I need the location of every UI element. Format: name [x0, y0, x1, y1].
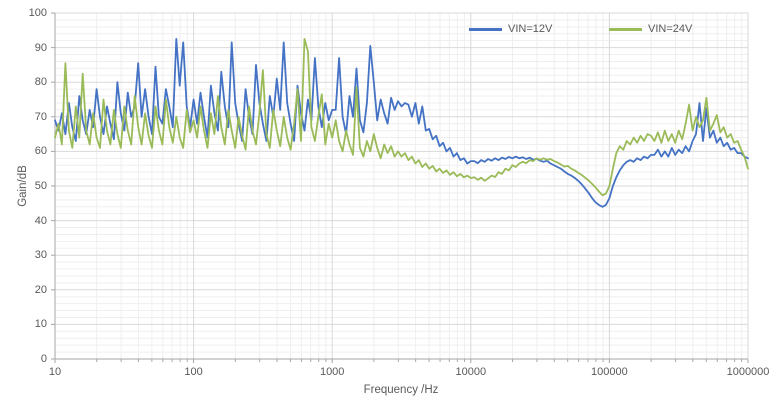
- y-tick-label: 90: [34, 41, 47, 54]
- y-tick-label: 100: [28, 7, 47, 19]
- y-tick-label: 50: [34, 180, 47, 192]
- y-tick-label: 60: [34, 145, 47, 158]
- y-tick-label: 30: [34, 249, 47, 262]
- x-axis-title: Frequency /Hz: [363, 384, 439, 396]
- y-tick-label: 20: [34, 283, 47, 296]
- y-tick-label: 70: [34, 110, 47, 123]
- series-line-vin-12v: [54, 38, 749, 208]
- y-tick-label: 0: [40, 353, 47, 365]
- x-tick-label: 100: [184, 366, 203, 378]
- x-tick-label: 10000: [455, 366, 487, 378]
- y-tick-label: 40: [34, 214, 47, 227]
- x-tick-label: 1000000: [726, 366, 770, 378]
- x-tick-label: 100000: [591, 366, 628, 378]
- x-tick-label: 10: [48, 366, 62, 378]
- y-tick-label: 10: [34, 318, 47, 331]
- x-tick-label: 1000: [319, 366, 345, 378]
- series-line-vin-24v: [54, 38, 749, 197]
- y-tick-label: 80: [34, 76, 47, 89]
